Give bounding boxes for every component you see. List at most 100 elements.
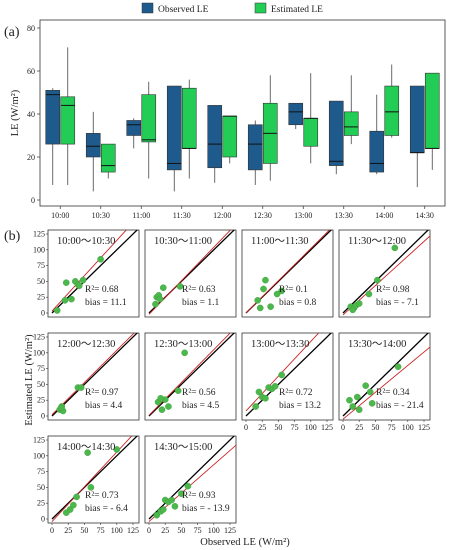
box — [85, 133, 101, 158]
scatter-point — [252, 403, 260, 410]
scatter-point — [168, 496, 175, 504]
scatter-panel: 12:30～13:00 R²= 0.56 bias = 4.5 — [144, 332, 237, 421]
box — [328, 100, 344, 166]
boxplot-boxes — [45, 47, 440, 192]
scatter-r2: R²= 0.72 — [279, 388, 313, 398]
scatter-y-tick-label: 125 — [33, 436, 45, 445]
scatter-panel: 11:00～11:30 R²= 0.1 bias = 0.8 — [241, 229, 334, 318]
scatter-x-tick-label: 0 — [244, 423, 248, 432]
scatter-bias: bias = 11.1 — [85, 298, 127, 308]
scatter-x-tick-label: 0 — [341, 423, 345, 432]
scatter-point — [271, 382, 279, 390]
boxplot-y-ticks: 0 20 40 60 80 — [27, 24, 40, 205]
scatter-plot-area — [148, 436, 236, 522]
scatter-bias: bias = - 21.4 — [376, 401, 424, 411]
scatter-x-tick-label: 125 — [418, 423, 430, 432]
scatter-point — [365, 290, 373, 298]
boxplot-x-tick-label: 11:00 — [132, 211, 150, 220]
scatter-point — [53, 307, 61, 314]
scatter-x-tick-label: 100 — [111, 526, 123, 535]
scatter-point — [273, 290, 281, 298]
boxplot-x-tick-label: 10:00 — [51, 211, 69, 220]
fit-line — [342, 346, 430, 420]
scatter-frame — [338, 229, 431, 318]
scatter-point — [355, 406, 363, 413]
boxplot-y-label: LE (W/m²) — [10, 89, 21, 136]
scatter-x-tick-label: 100 — [208, 526, 220, 535]
scatter-x-tick-label: 50 — [274, 423, 282, 432]
scatter-point — [256, 304, 264, 312]
scatter-r2: R²= 0.63 — [182, 285, 216, 295]
scatter-point — [349, 306, 357, 314]
scatter-point — [158, 406, 166, 413]
scatter-point — [368, 400, 376, 407]
scatter-r2: R²= 0.56 — [182, 388, 216, 398]
boxplot-x-tick-label: 14:00 — [375, 211, 393, 220]
scatter-panel-title: 12:30～13:00 — [154, 339, 212, 350]
scatter-x-tick-label: 25 — [355, 423, 363, 432]
scatter-panel: 11:30～12:00 R²= 0.98 bias = - 7.1 — [338, 229, 431, 318]
boxplot-x-ticks: 10:00 10:30 11:00 11:30 12:00 12:30 13:00 13:30… — [51, 206, 434, 220]
scatter-point — [77, 384, 85, 391]
scatter-plot-area — [342, 230, 430, 316]
scatter-frame — [241, 229, 334, 318]
boxplot-x-tick-label: 13:30 — [335, 211, 353, 220]
scatter-point — [79, 276, 87, 284]
legend-label-observed: Observed LE — [158, 5, 209, 15]
fit-line — [148, 230, 232, 315]
box — [207, 105, 223, 169]
scatter-point — [353, 393, 361, 401]
scatter-r2: R²= 0.1 — [279, 285, 308, 295]
scatter-point — [260, 285, 267, 293]
boxplot-y-tick-label: 60 — [27, 67, 35, 76]
scatter-x-tick-label: 100 — [305, 423, 317, 432]
scatter-panel-title: 10:30～11:00 — [154, 236, 212, 247]
scatter-point — [75, 282, 83, 290]
scatter-x-tick-label: 75 — [194, 526, 202, 535]
scatter-frame — [47, 332, 140, 421]
scatter-x-tick-label: 50 — [371, 423, 379, 432]
boxplot-frame — [39, 19, 446, 207]
fit-line — [245, 230, 331, 314]
scatter-frame — [144, 229, 237, 318]
scatter-point — [156, 295, 164, 303]
scatter-panel-title: 13:30～14:00 — [348, 339, 406, 350]
scatter-panel-title: 10:00～10:30 — [57, 236, 115, 247]
scatter-point — [366, 388, 374, 396]
scatter-y-tick-label: 75 — [37, 364, 45, 373]
scatter-point — [355, 300, 363, 307]
scatter-point — [394, 363, 402, 371]
scatter-y-tick-label: 0 — [41, 515, 45, 524]
scatter-x-tick-label: 50 — [177, 526, 185, 535]
panel-label-b: (b) — [4, 229, 21, 244]
one-to-one-line — [51, 333, 139, 417]
scatter-x-tick-label: 25 — [64, 526, 72, 535]
scatter-x-tick-label: 125 — [127, 526, 139, 535]
scatter-panel: 00 25 25 50 50 75 75 100 100 125 125 14:00～14:30 R²=… — [33, 436, 140, 535]
scatter-r2: R²= 0.34 — [376, 388, 410, 398]
scatter-point — [349, 403, 357, 410]
one-to-one-line — [51, 230, 139, 314]
scatter-bias: bias = - 7.1 — [376, 298, 419, 308]
fit-line — [342, 235, 430, 316]
box — [45, 90, 61, 145]
scatter-plot-area — [148, 230, 236, 315]
scatter-plot-area — [51, 230, 139, 314]
scatter-y-tick-label: 25 — [37, 396, 45, 405]
box — [409, 85, 425, 154]
scatter-point — [254, 297, 261, 304]
scatter-panels: 0 25 50 75 100 125 10:00～10:30 R²= 0.68 bias = 1… — [33, 229, 431, 535]
one-to-one-line — [51, 436, 139, 520]
scatter-point — [152, 300, 159, 308]
fit-line — [51, 436, 133, 522]
scatter-r2: R²= 0.98 — [376, 285, 410, 295]
scatter-plot-area — [51, 333, 139, 417]
scatter-x-tick-label: 125 — [321, 423, 333, 432]
scatter-bias: bias = 1.1 — [182, 298, 220, 308]
scatter-panel-title: 13:00～13:30 — [251, 339, 309, 350]
scatter-r2: R²= 0.73 — [85, 491, 119, 501]
box — [100, 143, 116, 173]
scatter-frame — [144, 435, 237, 524]
boxplot-y-tick-label: 20 — [27, 153, 35, 162]
